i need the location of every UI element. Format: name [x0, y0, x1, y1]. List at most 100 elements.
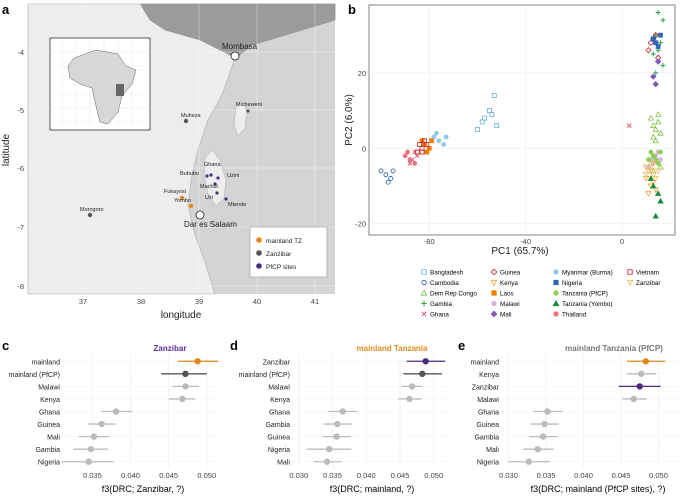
- pca-point-tanzania-yombo: [647, 175, 655, 181]
- label-machui: Machui: [200, 184, 218, 190]
- panel-e: e mainland Tanzania (PfCP) 0.030 0.035 0.0…: [458, 338, 681, 494]
- pca-point-zanzibar: [654, 168, 662, 175]
- map-x-tick: 37: [79, 297, 87, 306]
- forest-point: [525, 458, 532, 465]
- pca-legend: Bangladesh Cambodia Dem Rep Congo Gambia Gha…: [420, 268, 661, 319]
- map-y-tick: -5: [17, 106, 24, 115]
- pca-point-dem-rep-congo: [650, 122, 657, 129]
- label-dar-es-salaam: Dar es Salaam: [184, 220, 237, 229]
- forest-x-tick-label: 0.040: [121, 471, 140, 480]
- map-x-ticks: 37 38 39 40 41: [79, 297, 319, 306]
- map-x-tick: 38: [137, 297, 145, 306]
- marker-micheweni: [246, 109, 250, 113]
- marker-muheza: [183, 118, 189, 124]
- forest-point: [182, 370, 189, 378]
- pca-legend-swatch-gambia: [421, 300, 427, 307]
- pca-legend-swatch-ghana: [421, 311, 427, 317]
- pca-point-nigeria: [658, 32, 663, 38]
- inset-tanzania-highlight: [116, 84, 124, 96]
- map-x-tick: 41: [311, 297, 319, 306]
- forest-category-label: Malawi: [38, 384, 60, 391]
- map-pemba-island: [233, 99, 248, 137]
- forest-category-label: Kenya: [40, 397, 60, 404]
- forest-category-label: Nigeria: [477, 460, 499, 467]
- legend-label-pfcp: PfCP sites: [266, 264, 297, 271]
- map-y-ticks: -4 -5 -6 -7 -8: [17, 48, 24, 291]
- pca-legend-label-cambodia: Cambodia: [430, 280, 459, 287]
- pca-legend-label-malawi: Malawi: [500, 301, 520, 308]
- marker-machui: [213, 182, 217, 186]
- pca-point-tanzania-yombo: [654, 190, 662, 196]
- panel-b: b -80 -40 0 200-20 PC1 (65.7%) PC2 (6.0%) …: [344, 2, 676, 319]
- map-y-tick: -7: [17, 223, 24, 232]
- forest-point: [339, 408, 346, 415]
- legend-label-zanzibar: Zanzibar: [266, 251, 292, 258]
- marker-uzi: [215, 191, 219, 195]
- pca-legend-label-kenya: Kenya: [500, 280, 518, 287]
- forest-category-label: Guinea: [476, 422, 499, 429]
- pca-point-vietnam: [417, 142, 422, 147]
- pca-legend-label-gambia: Gambia: [430, 301, 453, 308]
- legend-label-mainland: mainland TZ: [266, 238, 302, 245]
- pca-point-gambia: [660, 17, 666, 23]
- forest-point: [406, 395, 413, 403]
- pca-point-ghana: [407, 161, 413, 166]
- pca-legend-swatch-guinea: [490, 268, 498, 276]
- pca-point-nigeria: [655, 44, 661, 49]
- pca-point-gambia: [658, 40, 664, 46]
- pca-point-gambia: [653, 70, 659, 76]
- map-x-tick: 40: [253, 297, 261, 306]
- forest-category-label: Guinea: [37, 422, 60, 429]
- pca-legend-swatch-bangladesh: [421, 269, 427, 275]
- legend-swatch-pfcp: [256, 263, 262, 269]
- pca-point-vietnam: [419, 149, 425, 155]
- pca-y-tick-label: -20: [355, 220, 366, 229]
- pca-point-cambodia: [390, 168, 396, 174]
- pca-point-zanzibar: [650, 172, 657, 178]
- pca-legend-label-myanmar-burma: Myanmar (Burma): [562, 270, 613, 277]
- forest-point: [98, 420, 105, 428]
- pca-y-tick-label: 20: [358, 69, 366, 78]
- pca-point-dem-rep-congo: [650, 133, 657, 140]
- forest-x-tick-label: 0.035: [323, 471, 342, 480]
- marker-mombasa: [230, 51, 240, 61]
- forest-category-label: Mali: [486, 447, 499, 454]
- forest-point: [642, 358, 649, 365]
- pca-point-cambodia: [378, 168, 384, 174]
- pca-point-zanzibar: [645, 168, 652, 175]
- pca-point-guinea: [652, 31, 659, 39]
- pca-legend-swatch-dem-rep-congo: [420, 289, 428, 296]
- pca-point-dem-rep-congo: [654, 118, 662, 125]
- pca-legend-label-tanzania-pfcp: Tanzania (PfCP): [562, 291, 608, 298]
- forest-x-tick-label: 0.030: [499, 471, 518, 480]
- pca-point-vietnam: [422, 138, 427, 144]
- pca-point-bangladesh: [482, 115, 488, 121]
- pca-legend-swatch-tanzania-yombo: [552, 299, 560, 307]
- pca-point-nigeria: [650, 36, 656, 42]
- marker-uzini: [216, 176, 220, 180]
- forest-category-label: Zanzibar: [472, 384, 500, 391]
- marker-morogoro: [87, 212, 93, 218]
- forest-category-label: Kenya: [479, 372, 499, 379]
- pca-plot-area: [368, 4, 676, 236]
- pca-point-thailand: [412, 160, 418, 166]
- pca-point-gambia: [653, 32, 659, 38]
- pca-point-thailand: [407, 157, 413, 162]
- pca-point-myanmar-burma: [441, 142, 447, 147]
- pca-y-axis-title: PC2 (6.0%): [344, 94, 355, 146]
- pca-point-zanzibar: [652, 176, 659, 182]
- map-y-tick: -6: [17, 164, 24, 173]
- marker-dar-es-salaam: [195, 210, 205, 220]
- pca-point-bangladesh: [494, 123, 500, 129]
- pca-point-dem-rep-congo: [652, 126, 659, 132]
- label-muheza: Muheza: [181, 113, 202, 119]
- pca-point-cambodia: [388, 176, 394, 181]
- forest-category-label: Nigeria: [38, 460, 60, 467]
- forest-point: [323, 458, 331, 465]
- pca-legend-label-zanzibar: Zanzibar: [636, 280, 661, 287]
- pca-legend-label-guinea: Guinea: [500, 270, 521, 277]
- pca-point-dem-rep-congo: [657, 129, 664, 136]
- map-y-tick: -4: [17, 48, 24, 57]
- pca-point-cambodia: [383, 172, 389, 178]
- marker-yombo: [188, 203, 194, 209]
